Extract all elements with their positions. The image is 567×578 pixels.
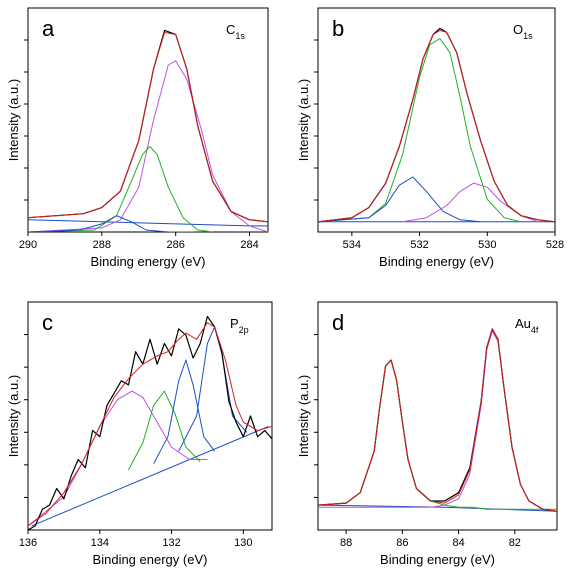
- series-measured: [318, 328, 557, 512]
- panel-letter: a: [42, 16, 55, 41]
- series-baseline: [318, 504, 557, 512]
- x-tick-label: 82: [509, 537, 521, 549]
- panel-c: 136 134 132 130 Binding energy (eV) Intensity…: [6, 301, 273, 567]
- series-component-2: [128, 390, 201, 471]
- series-component-3: [28, 215, 195, 232]
- x-axis-label: Binding energy (eV): [380, 552, 495, 567]
- plot-area: [28, 29, 268, 232]
- x-tick-label: 528: [546, 239, 564, 251]
- x-tick-label: 534: [343, 239, 361, 251]
- x-axis-label: Binding energy (eV): [91, 254, 206, 269]
- series-component-2: [28, 146, 213, 232]
- panel-letter: b: [332, 16, 344, 41]
- plot-area: [318, 328, 557, 512]
- x-tick-label: 288: [93, 239, 111, 251]
- plot-frame: [317, 7, 556, 233]
- series-fit-sum: [318, 328, 557, 512]
- x-axis-label: Binding energy (eV): [379, 254, 494, 269]
- x-tick-label: 84: [452, 537, 464, 549]
- x-tick-label: 530: [478, 239, 496, 251]
- series-fit-sum: [28, 31, 268, 223]
- y-axis-label: Intensity (a.u.): [6, 375, 21, 457]
- x-tick-label: 88: [340, 537, 352, 549]
- element-label-subscript: 1s: [235, 31, 245, 41]
- series-component-2: [318, 176, 481, 223]
- panel-b: 534 532 530 528 Binding energy (eV) Intensity…: [296, 7, 564, 269]
- plot-area: [28, 315, 272, 530]
- element-label: P2p: [230, 316, 249, 335]
- series-component-3: [153, 359, 216, 464]
- x-tick-label: 86: [396, 537, 408, 549]
- series-baseline: [28, 219, 268, 227]
- panel-a: 290 288 286 284 Binding energy (eV) Intensity…: [6, 7, 269, 269]
- series-baseline: [31, 425, 269, 527]
- series-component-1: [28, 390, 208, 527]
- series-measured: [28, 29, 268, 223]
- x-tick-label: 136: [19, 537, 37, 549]
- panel-letter: d: [332, 310, 344, 335]
- x-axis-label: Binding energy (eV): [93, 552, 208, 567]
- series-fit-sum: [318, 29, 555, 223]
- element-label: C1s: [226, 22, 245, 41]
- x-tick-label: 286: [167, 239, 185, 251]
- y-axis-label: Intensity (a.u.): [6, 79, 21, 161]
- series-component-2: [318, 330, 557, 512]
- plot-frame: [27, 301, 273, 531]
- element-label: Au4f: [515, 316, 539, 335]
- panel-letter: c: [42, 310, 53, 335]
- y-axis-label: Intensity (a.u.): [296, 375, 311, 457]
- x-tick-label: 130: [234, 537, 252, 549]
- series-measured: [318, 27, 555, 223]
- element-label: O1s: [513, 22, 533, 41]
- series-component-3: [402, 182, 539, 223]
- x-tick-label: 290: [19, 239, 37, 251]
- x-tick-label: 284: [240, 239, 258, 251]
- plot-area: [318, 27, 555, 223]
- panel-d: 88 86 84 82 Binding energy (eV) Intensity (a.…: [296, 301, 558, 567]
- element-label-subscript: 1s: [523, 31, 533, 41]
- series-fit-sum: [28, 322, 272, 527]
- series-measured: [28, 315, 272, 530]
- x-tick-label: 132: [162, 537, 180, 549]
- series-component-1: [318, 38, 522, 223]
- plot-frame: [27, 7, 269, 233]
- x-tick-label: 134: [91, 537, 109, 549]
- y-axis-label: Intensity (a.u.): [296, 79, 311, 161]
- x-tick-label: 532: [410, 239, 428, 251]
- element-label-subscript: 4f: [531, 325, 539, 335]
- series-component-1: [28, 60, 268, 232]
- element-label-subscript: 2p: [239, 325, 249, 335]
- plot-frame: [317, 301, 558, 531]
